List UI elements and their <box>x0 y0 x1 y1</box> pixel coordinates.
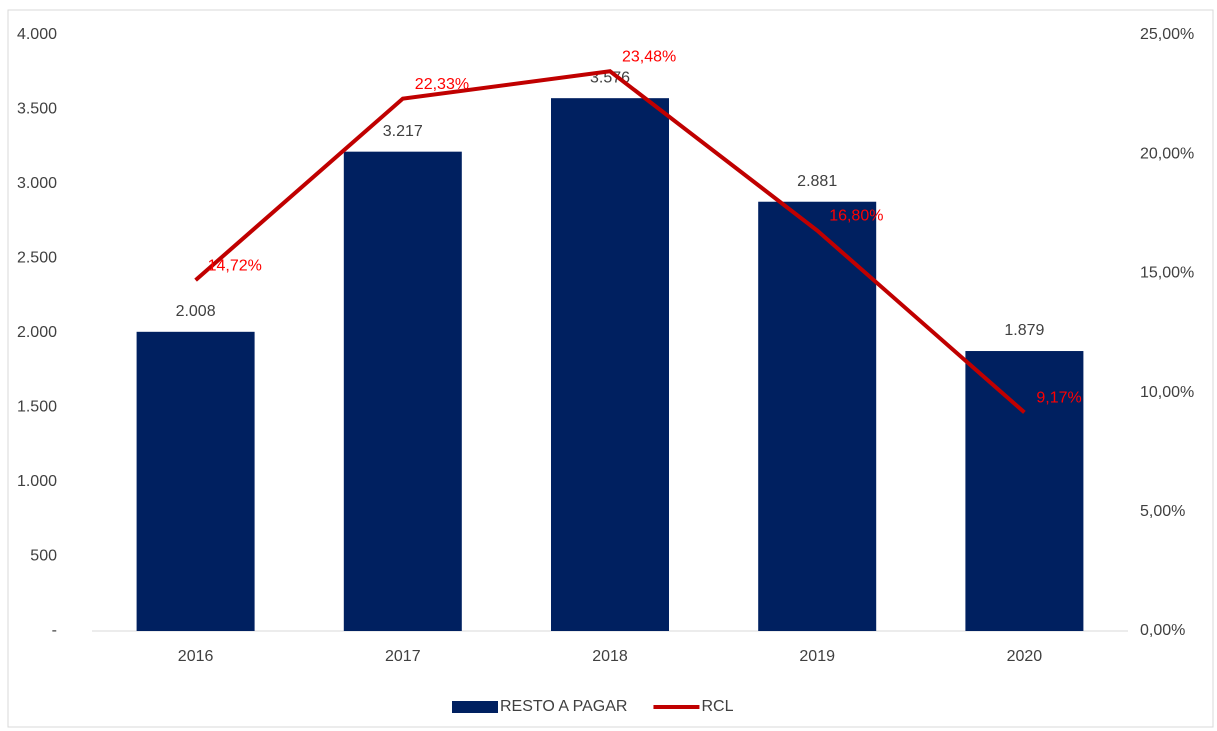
chart-frame <box>7 9 1214 728</box>
y-tick-label: 500 <box>30 548 57 565</box>
line-value-label: 14,72% <box>208 257 262 274</box>
bar <box>965 351 1084 631</box>
y2-tick-label: 5,00% <box>1140 503 1185 520</box>
y-tick-label: 3.500 <box>17 101 57 118</box>
y-tick-label: 4.000 <box>17 26 57 43</box>
bar-value-label: 2.881 <box>797 173 837 190</box>
y-tick-label: 2.500 <box>17 250 57 267</box>
legend-swatch <box>452 701 498 713</box>
y2-tick-label: 0,00% <box>1140 622 1185 639</box>
bar <box>758 201 877 631</box>
legend-label: RESTO A PAGAR <box>500 698 627 715</box>
y2-tick-label: 25,00% <box>1140 26 1194 43</box>
bar <box>136 331 255 631</box>
bar <box>343 151 462 632</box>
bar <box>551 98 669 631</box>
line-value-label: 16,80% <box>829 208 883 225</box>
y-tick-label: - <box>52 622 57 639</box>
bar-value-label: 3.217 <box>383 123 423 140</box>
line-value-label: 22,33% <box>415 76 469 93</box>
y2-tick-label: 20,00% <box>1140 145 1194 162</box>
y-tick-label: 2.000 <box>17 324 57 341</box>
x-tick-label: 2020 <box>1007 648 1043 665</box>
x-tick-label: 2017 <box>385 648 421 665</box>
x-tick-label: 2019 <box>799 648 835 665</box>
line-value-label: 23,48% <box>622 48 676 65</box>
y-tick-label: 1.500 <box>17 399 57 416</box>
x-tick-label: 2016 <box>178 648 214 665</box>
y-tick-label: 1.000 <box>17 473 57 490</box>
x-tick-label: 2018 <box>592 648 628 665</box>
y2-tick-label: 10,00% <box>1140 384 1194 401</box>
bar-value-label: 1.879 <box>1004 322 1044 339</box>
bar-value-label: 2.008 <box>176 303 216 320</box>
y-tick-label: 3.000 <box>17 175 57 192</box>
legend-label: RCL <box>701 698 733 715</box>
line <box>194 69 1026 414</box>
y2-tick-label: 15,00% <box>1140 265 1194 282</box>
line-value-label: 9,17% <box>1036 390 1081 407</box>
